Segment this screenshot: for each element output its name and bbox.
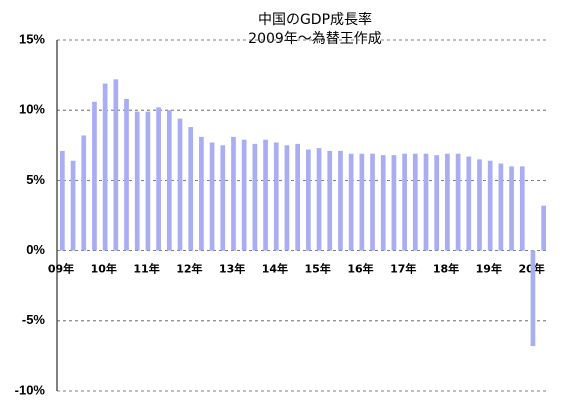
bar	[359, 153, 365, 251]
x-tick-label: 16年	[347, 262, 373, 276]
bar	[273, 142, 279, 251]
bar	[70, 160, 76, 251]
bar	[338, 150, 343, 251]
bar	[370, 153, 375, 251]
bar	[498, 163, 504, 251]
bar	[487, 160, 493, 251]
y-tick-label: 5%	[26, 172, 45, 187]
x-tick-label: 14年	[262, 262, 288, 276]
bar	[509, 166, 514, 251]
x-tick-label: 17年	[390, 262, 416, 276]
bar	[316, 148, 322, 251]
x-tick-label: 12年	[176, 262, 202, 276]
x-tick-label: 15年	[305, 262, 331, 276]
bar	[199, 136, 204, 251]
bar	[284, 145, 290, 251]
bar	[209, 142, 215, 251]
bar	[220, 145, 226, 251]
bar	[423, 153, 429, 251]
y-tick-label: -5%	[22, 312, 46, 327]
bar	[445, 153, 450, 251]
bar	[391, 155, 397, 251]
x-tick-label: 18年	[433, 262, 459, 276]
bar	[59, 150, 65, 251]
bar	[466, 156, 472, 251]
bar	[113, 79, 119, 251]
bar	[402, 153, 407, 251]
bar	[156, 107, 161, 251]
bar	[241, 139, 247, 251]
bar	[252, 143, 258, 251]
bar	[92, 101, 97, 251]
y-tick-label: -10%	[15, 382, 46, 397]
bar	[177, 118, 183, 251]
bar	[231, 136, 236, 251]
bar	[530, 250, 536, 347]
bar	[263, 139, 268, 251]
bar	[348, 153, 354, 251]
x-tick-label: 10年	[91, 262, 117, 276]
bar	[434, 155, 440, 251]
x-tick-label: 11年	[133, 262, 159, 276]
bar	[134, 111, 140, 251]
x-tick-label: 09年	[48, 262, 74, 276]
x-tick-label: 13年	[219, 262, 245, 276]
bar	[477, 159, 482, 251]
y-tick-label: 10%	[19, 102, 45, 117]
bar	[145, 111, 151, 251]
bar	[124, 98, 129, 251]
bar	[327, 150, 333, 251]
bar	[102, 83, 108, 251]
bar	[305, 149, 311, 251]
chart-title: 中国のGDP成長率	[258, 11, 372, 28]
x-tick-label: 19年	[476, 262, 502, 276]
bar	[188, 127, 194, 251]
bar	[380, 155, 386, 251]
bar	[166, 110, 172, 251]
bar	[412, 153, 418, 251]
chart-subtitle: 2009年～為替王作成	[248, 31, 382, 47]
bar	[295, 143, 301, 251]
bar	[519, 166, 525, 251]
y-tick-label: 15%	[19, 31, 45, 46]
bar	[541, 205, 547, 251]
bar	[455, 153, 461, 251]
y-tick-label: 0%	[26, 242, 45, 257]
bar	[81, 135, 87, 251]
